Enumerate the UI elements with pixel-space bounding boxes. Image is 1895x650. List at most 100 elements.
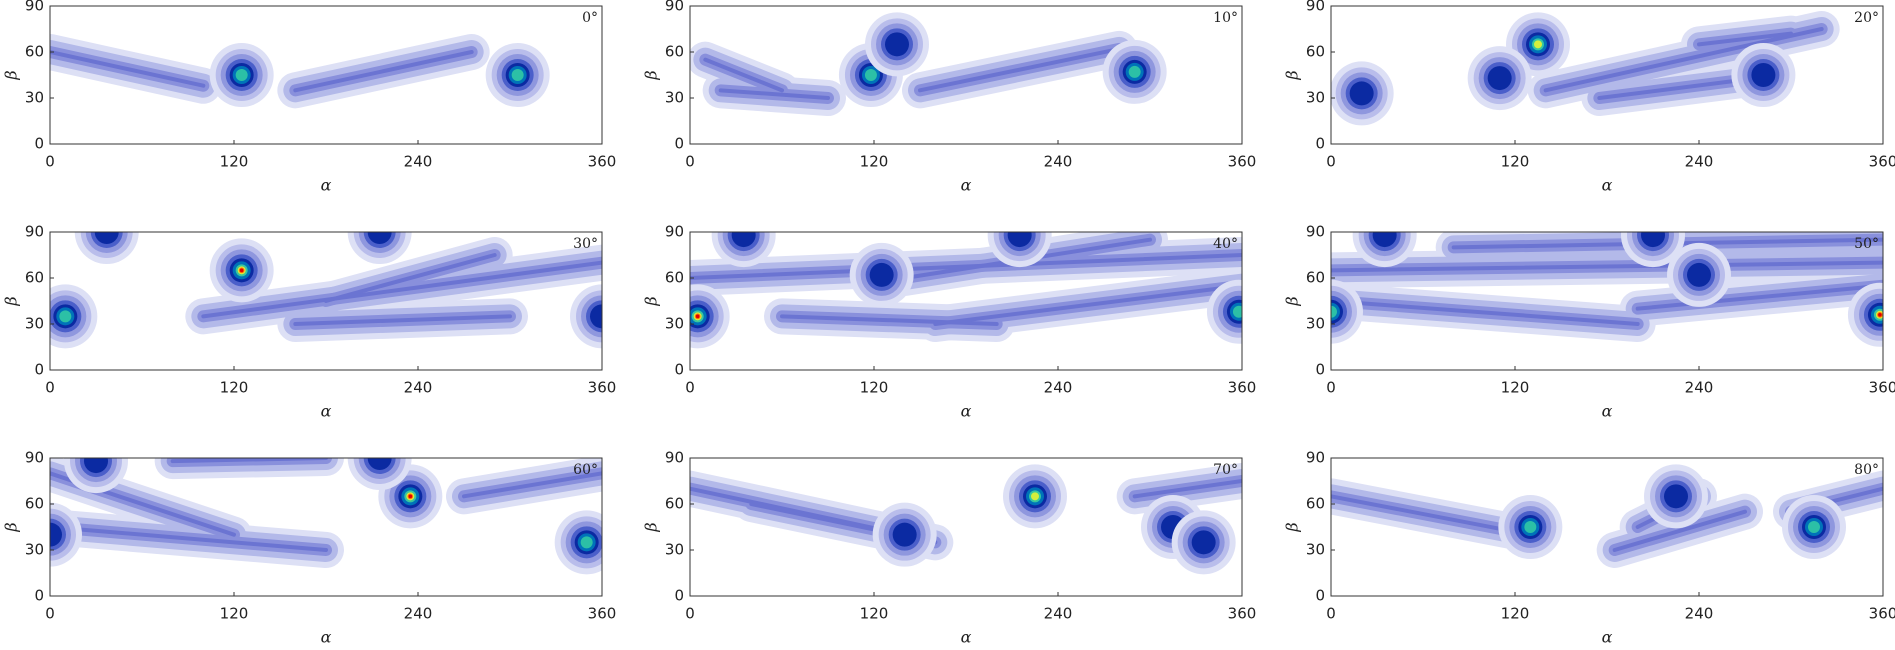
y-tick-label: 30 xyxy=(25,315,44,333)
peak-ring xyxy=(511,69,524,81)
peak xyxy=(1847,282,1883,347)
ridge xyxy=(1132,479,1242,499)
x-tick-label: 360 xyxy=(1228,605,1257,623)
peak-ring xyxy=(695,314,700,319)
peak xyxy=(1644,464,1708,529)
y-tick-label: 0 xyxy=(34,135,44,153)
peak-ring xyxy=(367,458,392,470)
y-tick-label: 60 xyxy=(665,43,684,61)
x-tick-label: 0 xyxy=(45,379,55,397)
peak-ring xyxy=(59,310,72,323)
peak-ring xyxy=(50,522,62,547)
y-tick-label: 0 xyxy=(674,135,684,153)
plot-frame xyxy=(1330,5,1884,145)
y-tick-label: 90 xyxy=(25,223,44,241)
x-tick-label: 360 xyxy=(588,379,617,397)
x-axis-label: α xyxy=(321,628,332,647)
x-tick-label: 240 xyxy=(404,379,433,397)
x-axis-label: α xyxy=(961,176,972,195)
peak xyxy=(1206,279,1242,344)
peak-ring xyxy=(84,458,108,474)
plot-area xyxy=(50,232,602,349)
x-tick-label: 0 xyxy=(685,379,695,397)
peak-ring xyxy=(1007,232,1032,248)
x-tick-label: 240 xyxy=(1044,605,1073,623)
peak-ring xyxy=(1372,232,1397,248)
x-tick-label: 240 xyxy=(404,605,433,623)
plot-area xyxy=(50,34,550,109)
peak xyxy=(987,232,1052,268)
ridge xyxy=(50,50,206,88)
y-axis-label: β xyxy=(1283,70,1302,80)
peak xyxy=(1331,61,1394,126)
y-tick-label: 60 xyxy=(25,43,44,61)
x-axis-label: α xyxy=(321,176,332,195)
x-tick-label: 240 xyxy=(1685,153,1714,171)
ridge xyxy=(1635,283,1883,311)
x-axis-label: α xyxy=(1602,176,1613,195)
x-tick-label: 360 xyxy=(1869,153,1895,171)
peak xyxy=(209,43,274,107)
plot-area xyxy=(690,463,1242,575)
ridge xyxy=(50,525,328,552)
y-tick-label: 90 xyxy=(25,0,44,15)
peak xyxy=(570,284,602,349)
peak-ring xyxy=(1878,313,1882,317)
peak-ring xyxy=(590,304,602,329)
panel-title: 20° xyxy=(1854,10,1879,26)
panel-title: 50° xyxy=(1854,236,1879,252)
peak xyxy=(50,502,82,567)
peak xyxy=(347,232,412,264)
plot-frame xyxy=(689,231,1243,371)
x-tick-label: 120 xyxy=(220,379,249,397)
peak xyxy=(1621,232,1685,268)
peak-ring xyxy=(731,232,756,248)
plot-frame xyxy=(49,231,603,371)
peak xyxy=(209,238,274,303)
peak xyxy=(1498,495,1563,559)
y-tick-label: 60 xyxy=(665,269,684,287)
ridge xyxy=(170,458,328,464)
peak xyxy=(1352,232,1417,268)
y-tick-label: 60 xyxy=(1306,269,1325,287)
peak xyxy=(1782,495,1846,559)
y-tick-label: 60 xyxy=(665,495,684,513)
peak xyxy=(1667,242,1731,307)
plot-frame xyxy=(49,5,603,145)
x-tick-label: 0 xyxy=(45,605,55,623)
y-tick-label: 30 xyxy=(665,541,684,559)
y-tick-label: 90 xyxy=(1306,0,1325,15)
ridge xyxy=(462,471,602,499)
x-tick-label: 120 xyxy=(220,153,249,171)
peak xyxy=(872,502,937,567)
x-tick-label: 0 xyxy=(685,605,695,623)
x-axis-label: α xyxy=(1602,402,1613,421)
ridge xyxy=(1543,27,1824,93)
x-tick-label: 0 xyxy=(685,153,695,171)
peak-ring xyxy=(1487,66,1512,91)
x-tick-label: 360 xyxy=(1869,605,1895,623)
ridge xyxy=(1697,31,1793,47)
peak-ring xyxy=(1128,65,1141,78)
y-tick-label: 30 xyxy=(1306,541,1325,559)
y-tick-label: 30 xyxy=(1306,89,1325,107)
y-axis-label: β xyxy=(2,522,21,532)
ridge xyxy=(293,314,512,326)
peak-ring xyxy=(367,232,392,244)
y-tick-label: 30 xyxy=(665,89,684,107)
ridge xyxy=(1612,509,1747,552)
x-tick-label: 240 xyxy=(1685,605,1714,623)
ridge xyxy=(1331,299,1640,326)
y-tick-label: 90 xyxy=(1306,449,1325,467)
peak xyxy=(1506,12,1570,77)
ridge xyxy=(918,46,1122,93)
peak xyxy=(1171,510,1236,575)
x-axis-label: α xyxy=(961,402,972,421)
x-axis-label: α xyxy=(961,628,972,647)
y-tick-label: 60 xyxy=(25,495,44,513)
y-tick-label: 90 xyxy=(25,449,44,467)
panel-title: 40° xyxy=(1213,236,1238,252)
y-tick-label: 60 xyxy=(25,269,44,287)
plot-frame xyxy=(689,457,1243,597)
